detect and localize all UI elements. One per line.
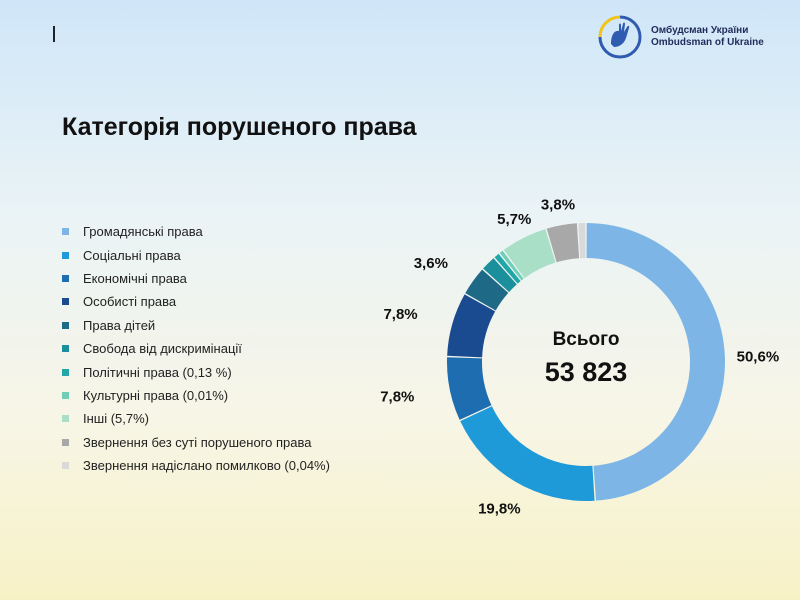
legend-label: Особисті права — [83, 294, 177, 310]
legend-item: Звернення без суті порушеного права — [62, 431, 330, 454]
legend-swatch — [62, 462, 69, 470]
donut-slice — [447, 294, 496, 358]
center-total-label: Всього — [553, 329, 620, 350]
donut-slices — [447, 223, 725, 501]
data-label: 19,8% — [478, 500, 521, 517]
ombudsman-logo: Омбудсман України Ombudsman of Ukraine — [597, 14, 787, 60]
donut-slice — [546, 223, 580, 263]
legend-label: Звернення без суті порушеного права — [83, 434, 312, 450]
center-total-value: 53 823 — [545, 357, 628, 387]
legend-label: Звернення надіслано помилково (0,04%) — [83, 458, 330, 474]
donut-chart: 50,6% 19,8% 7,8% 7,8% 3,6% 5,7% 3,8% Всього 53… — [380, 190, 800, 530]
chart-legend: Громадянські права Соціальні права Економі… — [62, 220, 330, 477]
legend-item: Звернення надіслано помилково (0,04%) — [62, 454, 330, 477]
donut-slice — [460, 406, 595, 501]
data-label: 7,8% — [383, 306, 417, 323]
legend-item: Політичні права (0,13 %) — [62, 360, 330, 383]
legend-item: Соціальні права — [62, 243, 330, 266]
donut-slice — [578, 223, 586, 259]
data-label: 5,7% — [497, 211, 531, 228]
legend-label: Соціальні права — [83, 247, 181, 263]
data-label: 3,8% — [541, 196, 575, 213]
donut-slice — [586, 223, 725, 501]
donut-slice — [465, 269, 509, 311]
donut-data-labels: 50,6% 19,8% 7,8% 7,8% 3,6% 5,7% 3,8% — [380, 196, 779, 517]
legend-swatch — [62, 298, 69, 306]
legend-label: Громадянські права — [83, 224, 203, 240]
legend-item: Культурні права (0,01%) — [62, 384, 330, 407]
legend-label: Політичні права (0,13 %) — [83, 364, 232, 380]
legend-item: Свобода від дискримінації — [62, 337, 330, 360]
legend-item: Громадянські права — [62, 220, 330, 243]
legend-swatch — [62, 228, 69, 236]
donut-slice — [483, 258, 517, 293]
legend-swatch — [62, 345, 69, 353]
legend-swatch — [62, 391, 69, 399]
donut-slice — [494, 253, 521, 284]
page-title: Категорія порушеного права — [62, 113, 417, 141]
top-marker — [53, 26, 55, 42]
legend-item: Права дітей — [62, 314, 330, 337]
donut-slice — [503, 229, 556, 279]
data-label: 50,6% — [737, 348, 780, 365]
data-label: 3,6% — [414, 255, 448, 272]
legend-swatch — [62, 368, 69, 376]
legend-label: Культурні права (0,01%) — [83, 387, 229, 403]
data-label: 7,8% — [380, 388, 414, 405]
logo-line-en: Ombudsman of Ukraine — [651, 37, 764, 48]
legend-swatch — [62, 438, 69, 446]
legend-label: Свобода від дискримінації — [83, 341, 242, 357]
legend-label: Інші (5,7%) — [83, 411, 150, 427]
donut-slice — [447, 357, 492, 420]
legend-swatch — [62, 251, 69, 259]
legend-swatch — [62, 321, 69, 329]
legend-item: Економічні права — [62, 267, 330, 290]
ombudsman-emblem-icon — [598, 15, 642, 59]
donut-chart-svg: 50,6% 19,8% 7,8% 7,8% 3,6% 5,7% 3,8% Всього 53… — [380, 196, 779, 517]
logo-line-ua: Омбудсман України — [651, 25, 749, 36]
logo-text: Омбудсман України Ombudsman of Ukraine — [651, 25, 764, 49]
legend-swatch — [62, 274, 69, 282]
legend-label: Права дітей — [83, 317, 156, 333]
legend-swatch — [62, 415, 69, 423]
legend-item: Інші (5,7%) — [62, 407, 330, 430]
legend-item: Особисті права — [62, 290, 330, 313]
donut-slice — [499, 250, 524, 281]
legend-label: Економічні права — [83, 270, 187, 286]
